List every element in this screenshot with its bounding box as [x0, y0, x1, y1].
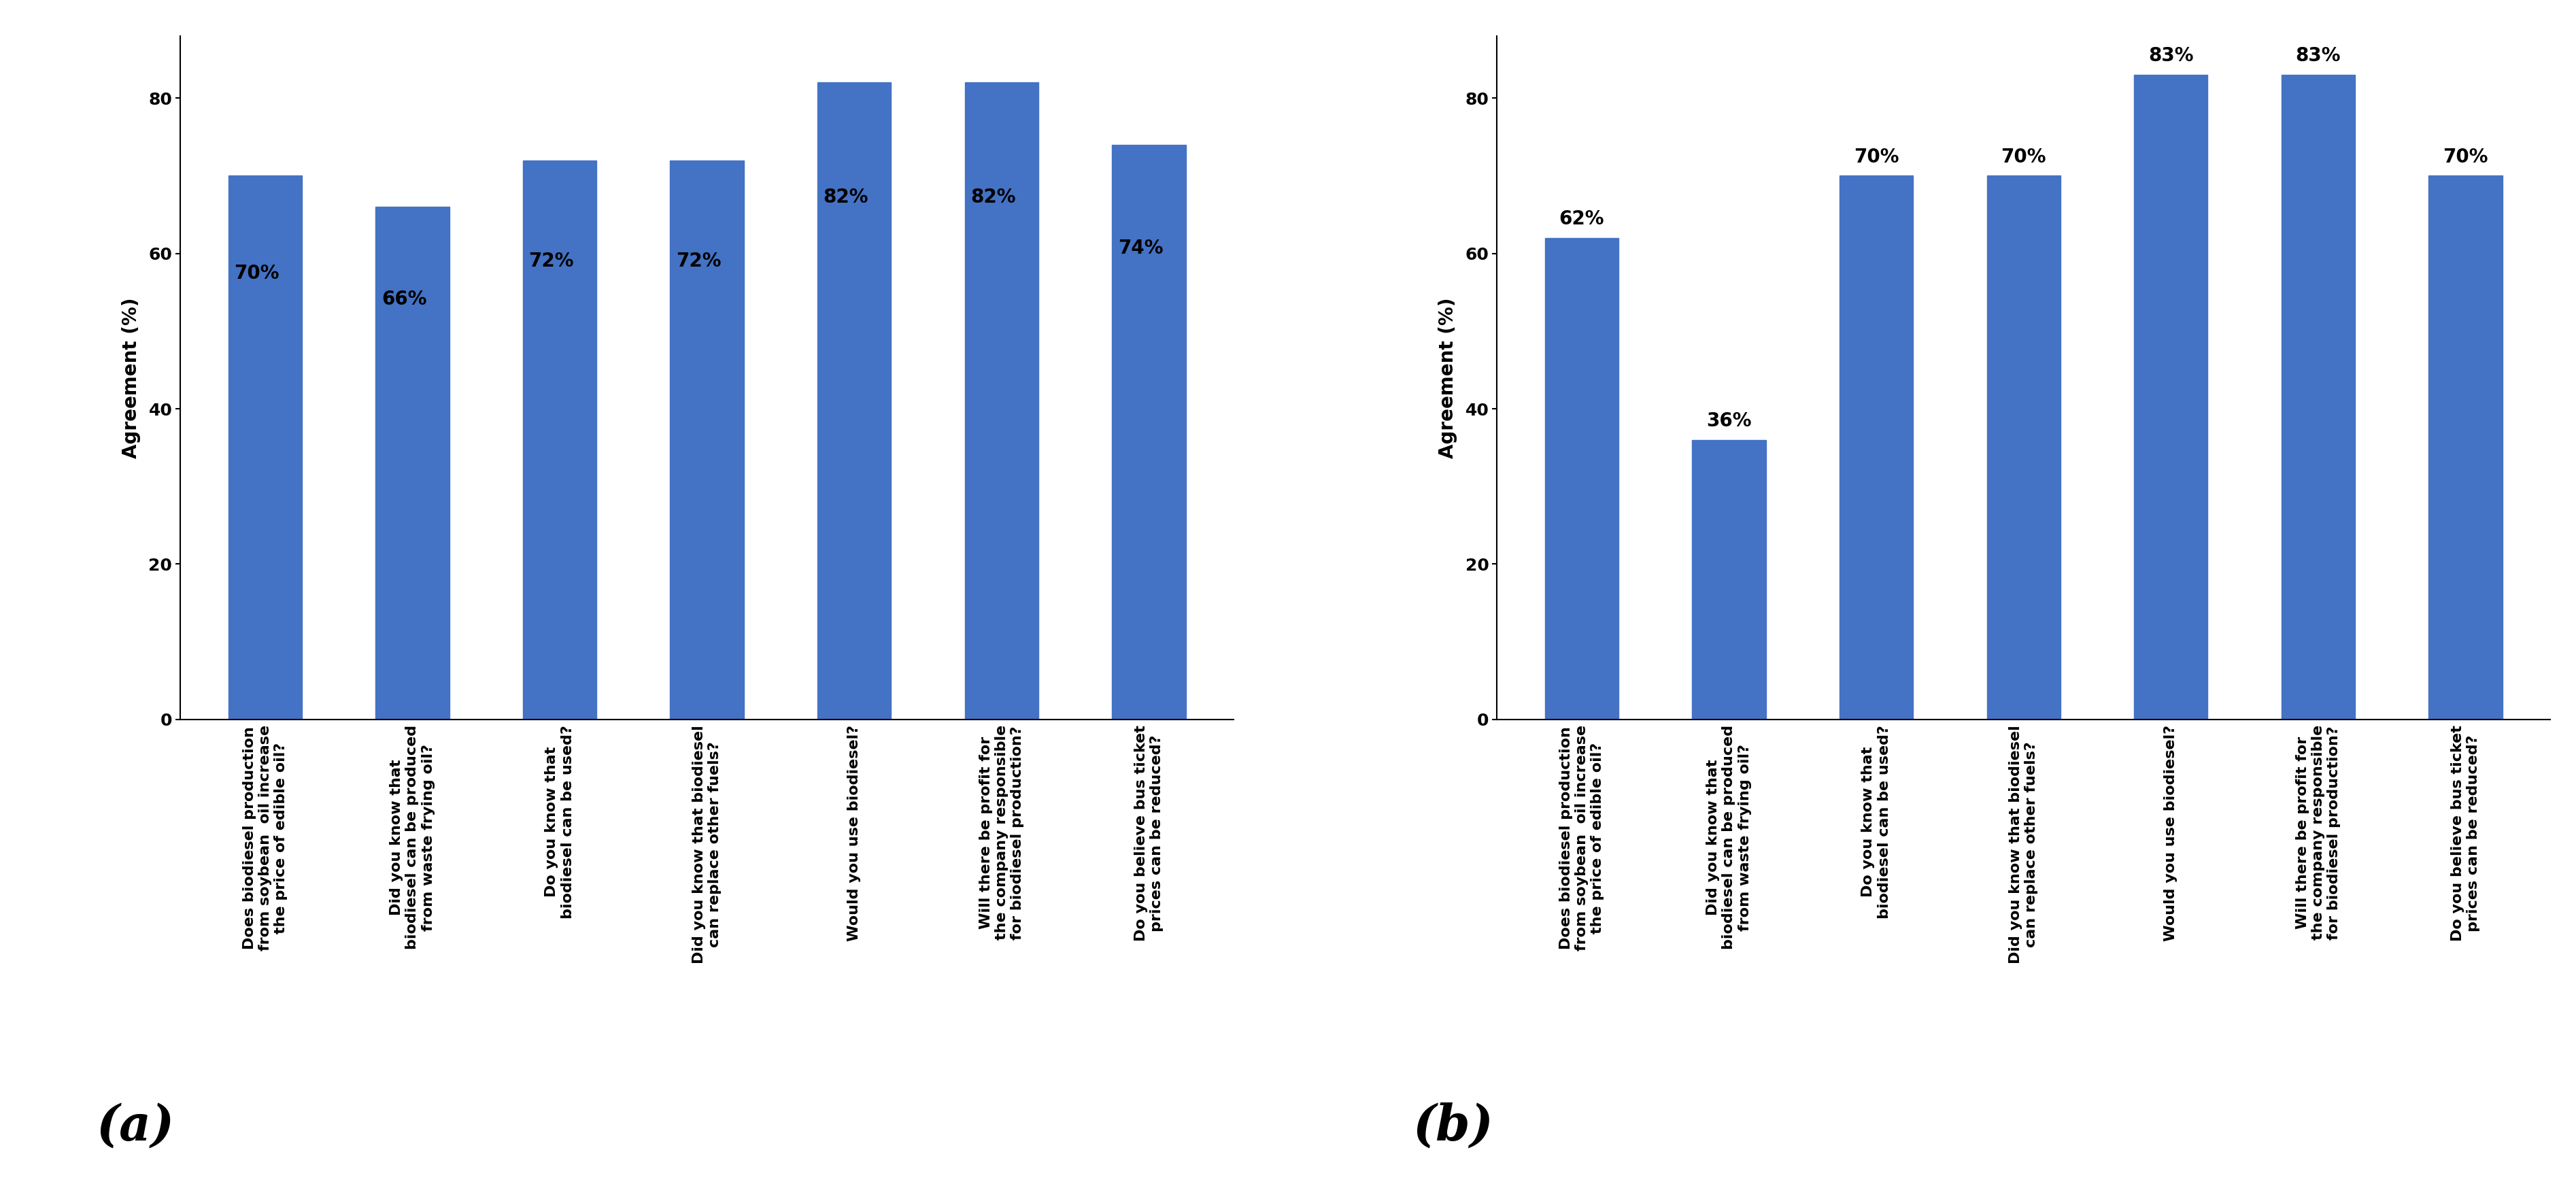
Text: 83%: 83% [2148, 47, 2195, 66]
Bar [670, 161, 744, 719]
Bar [817, 83, 891, 719]
Text: 62%: 62% [1558, 210, 1605, 229]
Bar [1113, 145, 1185, 719]
Bar [376, 206, 448, 719]
Bar [1692, 440, 1765, 719]
Bar [2282, 74, 2354, 719]
Bar [2429, 176, 2501, 719]
Bar [523, 161, 598, 719]
Text: 36%: 36% [1705, 411, 1752, 430]
Y-axis label: Agreement (%): Agreement (%) [121, 297, 142, 458]
Bar [1839, 176, 1914, 719]
Bar [229, 176, 301, 719]
Text: 70%: 70% [2442, 147, 2488, 167]
Text: 82%: 82% [971, 188, 1015, 206]
Y-axis label: Agreement (%): Agreement (%) [1437, 297, 1458, 458]
Bar [2133, 74, 2208, 719]
Text: 74%: 74% [1118, 239, 1164, 258]
Bar [966, 83, 1038, 719]
Text: 72%: 72% [528, 252, 574, 271]
Text: 70%: 70% [1855, 147, 1899, 167]
Text: 70%: 70% [234, 264, 278, 283]
Text: 83%: 83% [2295, 47, 2342, 66]
Bar [1546, 237, 1618, 719]
Text: (a): (a) [95, 1102, 175, 1150]
Text: 82%: 82% [824, 188, 868, 206]
Text: (b): (b) [1412, 1102, 1494, 1150]
Bar [1986, 176, 2061, 719]
Text: 70%: 70% [2002, 147, 2045, 167]
Text: 66%: 66% [381, 290, 428, 308]
Text: 72%: 72% [675, 252, 721, 271]
